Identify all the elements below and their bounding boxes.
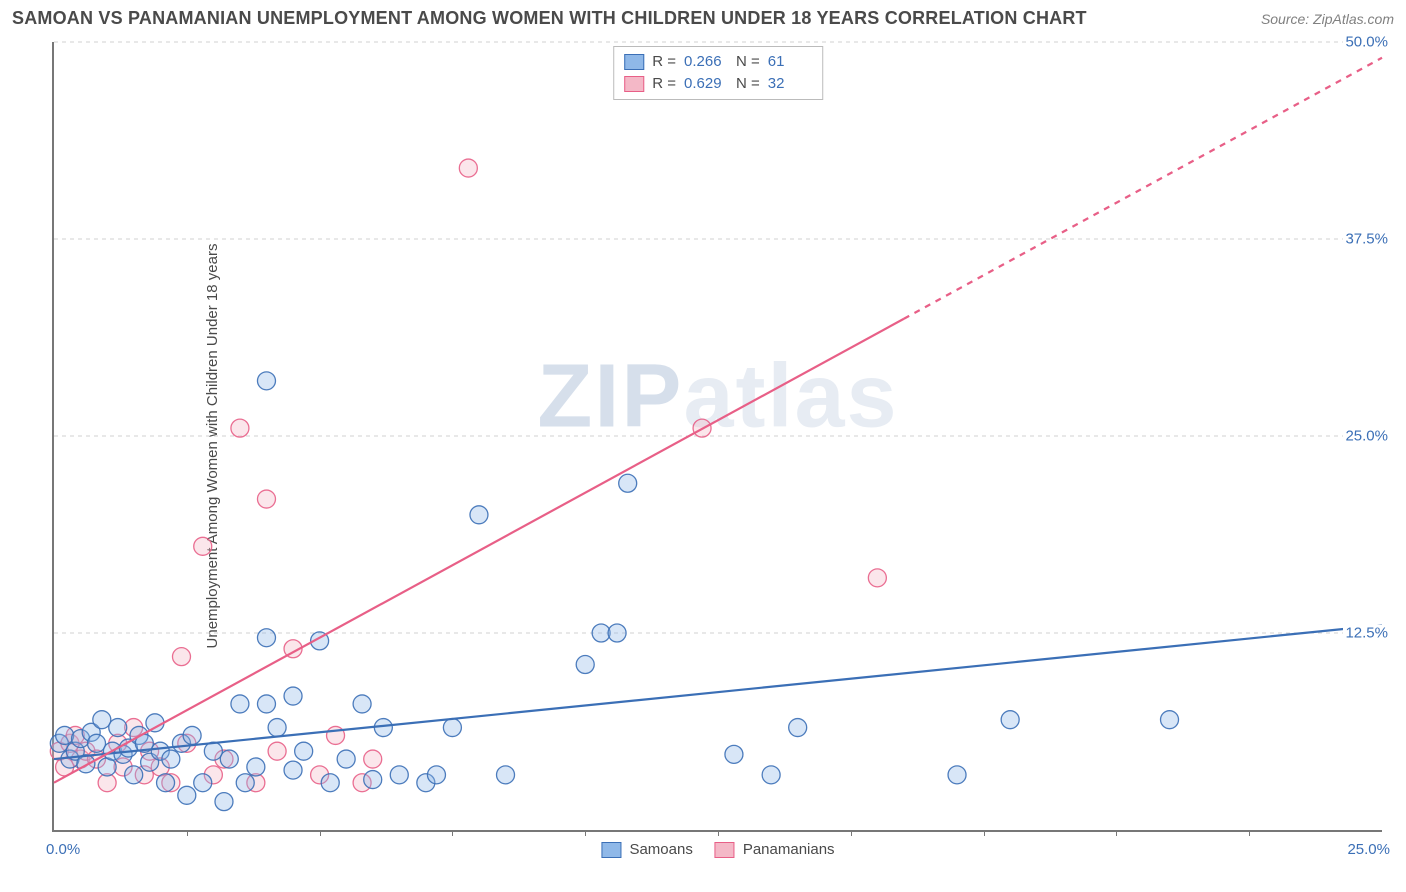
- chart-source: Source: ZipAtlas.com: [1261, 11, 1394, 27]
- n-value-panamanians: 32: [768, 73, 812, 95]
- r-label: R =: [652, 51, 676, 73]
- n-value-samoans: 61: [768, 51, 812, 73]
- plot-area: ZIPatlas R = 0.266 N = 61 R = 0.629 N = …: [52, 42, 1382, 832]
- trend-line-extrapolated: [904, 58, 1382, 319]
- x-tick: [320, 830, 321, 836]
- x-tick: [1249, 830, 1250, 836]
- x-tick: [984, 830, 985, 836]
- trend-layer: [54, 42, 1382, 830]
- x-axis-max-label: 25.0%: [1347, 841, 1390, 858]
- x-tick: [851, 830, 852, 836]
- legend-label-panamanians: Panamanians: [743, 841, 835, 858]
- swatch-samoans-icon: [624, 54, 644, 70]
- swatch-samoans-icon: [601, 842, 621, 858]
- y-tick-label: 37.5%: [1343, 231, 1390, 248]
- y-tick-label: 12.5%: [1343, 625, 1390, 642]
- stats-row-samoans: R = 0.266 N = 61: [624, 51, 812, 73]
- y-tick-label: 50.0%: [1343, 34, 1390, 51]
- stats-row-panamanians: R = 0.629 N = 32: [624, 73, 812, 95]
- y-tick-label: 25.0%: [1343, 428, 1390, 445]
- stats-legend: R = 0.266 N = 61 R = 0.629 N = 32: [613, 46, 823, 100]
- x-tick: [585, 830, 586, 836]
- n-label: N =: [736, 73, 760, 95]
- x-tick: [187, 830, 188, 836]
- trend-line: [54, 319, 904, 783]
- swatch-panamanians-icon: [624, 76, 644, 92]
- swatch-panamanians-icon: [715, 842, 735, 858]
- x-tick: [718, 830, 719, 836]
- x-tick: [1116, 830, 1117, 836]
- legend-item-samoans: Samoans: [601, 841, 692, 858]
- legend-item-panamanians: Panamanians: [715, 841, 835, 858]
- x-tick: [452, 830, 453, 836]
- x-axis-origin-label: 0.0%: [46, 841, 80, 858]
- n-label: N =: [736, 51, 760, 73]
- r-value-samoans: 0.266: [684, 51, 728, 73]
- r-label: R =: [652, 73, 676, 95]
- chart-title: SAMOAN VS PANAMANIAN UNEMPLOYMENT AMONG …: [12, 8, 1087, 29]
- r-value-panamanians: 0.629: [684, 73, 728, 95]
- series-legend: Samoans Panamanians: [601, 841, 834, 858]
- legend-label-samoans: Samoans: [629, 841, 692, 858]
- trend-line: [54, 625, 1382, 759]
